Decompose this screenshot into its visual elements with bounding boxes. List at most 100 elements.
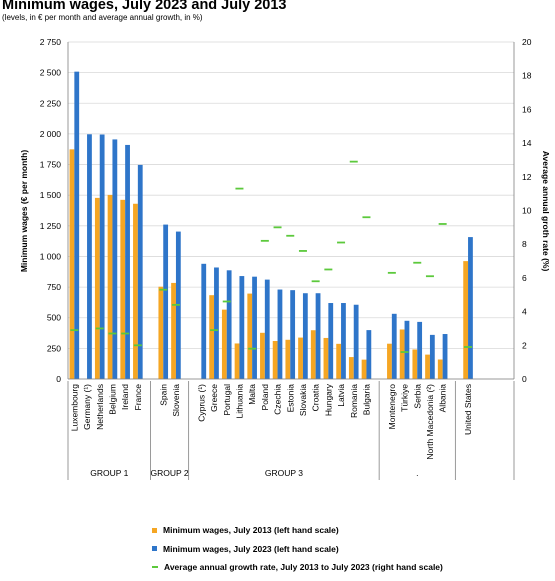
bar-2023-czechia — [277, 289, 283, 379]
bar-2013-hungary — [323, 337, 329, 379]
y2-tick-label-10: 20 — [522, 37, 532, 47]
chart-subtitle: (levels, in € per month and average annu… — [2, 13, 203, 22]
bar-2013-serbia — [412, 349, 418, 379]
x-tick-label-estonia: Estonia — [285, 384, 295, 413]
bar-2013-netherlands — [94, 197, 100, 379]
x-tick-label-t-rkiye: Türkiye — [400, 384, 410, 412]
bar-2013-bulgaria — [361, 359, 367, 379]
chart-title: Minimum wages, July 2023 and July 2013 — [2, 0, 287, 13]
right-axis-ticks: 0 2 4 6 8 10 12 14 16 18 20 — [522, 37, 532, 384]
bar-2013-t-rkiye — [399, 329, 405, 379]
bar-2023-belgium — [112, 139, 118, 379]
x-tick-label-belgium: Belgium — [107, 384, 117, 415]
bar-2023-netherlands — [99, 134, 105, 379]
bar-2023-poland — [264, 279, 270, 379]
bar-2023-luxembourg — [74, 71, 80, 379]
x-tick-label-croatia: Croatia — [311, 384, 321, 412]
bar-2023-north-macedonia — [429, 334, 435, 379]
x-tick-label-united-states: United States — [463, 384, 473, 435]
x-tick-label-france: France — [133, 384, 143, 411]
y-tick-label-9: 2 250 — [40, 98, 62, 108]
bar-2023-bulgaria — [366, 330, 372, 379]
legend-item-2023: Minimum wages, July 2023 (left hand scal… — [152, 540, 443, 559]
legend: Minimum wages, July 2013 (left hand scal… — [152, 521, 443, 577]
y2-tick-label-1: 2 — [522, 340, 527, 350]
y2-tick-label-3: 6 — [522, 273, 527, 283]
axes — [67, 42, 515, 380]
y-tick-label-0: 0 — [56, 374, 61, 384]
x-tick-label-malta: Malta — [247, 384, 257, 405]
y2-tick-label-0: 0 — [522, 374, 527, 384]
bar-2013-north-macedonia — [425, 354, 430, 379]
legend-label-2013: Minimum wages, July 2013 (left hand scal… — [163, 525, 339, 536]
x-tick-label-lithuania: Lithuania — [234, 384, 244, 419]
bar-2013-slovenia — [171, 282, 176, 379]
x-tick-label-luxembourg: Luxembourg — [69, 384, 79, 432]
group-label-2: GROUP 3 — [265, 468, 303, 478]
bar-2023-serbia — [417, 321, 423, 379]
x-tick-label-czechia: Czechia — [273, 384, 283, 415]
bar-2023-malta — [252, 276, 257, 379]
bar-2013-poland — [260, 332, 265, 379]
series-2023-bars — [74, 71, 473, 379]
x-tick-label-ireland: Ireland — [120, 384, 130, 410]
x-tick-label-latvia: Latvia — [336, 384, 346, 407]
x-tick-label-albania: Albania — [438, 384, 448, 413]
y-tick-label-2: 500 — [47, 313, 61, 323]
y2-axis-label: Average annual groth rate (%) — [541, 151, 551, 272]
y2-tick-label-7: 14 — [522, 138, 532, 148]
x-tick-label-serbia: Serbia — [412, 384, 422, 409]
bar-2023-lithuania — [239, 276, 245, 379]
bar-2023-albania — [442, 334, 448, 379]
bar-2023-germany — [87, 134, 92, 379]
bar-2013-montenegro — [387, 343, 392, 379]
bar-2013-spain — [158, 286, 164, 379]
bar-2013-portugal — [221, 309, 227, 379]
group-labels: GROUP 1 GROUP 2 GROUP 3. — [67, 381, 515, 480]
y-tick-label-5: 1 250 — [40, 221, 62, 231]
y-tick-label-10: 2 500 — [40, 68, 62, 78]
bar-2023-greece — [214, 267, 219, 379]
y-tick-label-11: 2 750 — [40, 37, 62, 47]
bar-2013-greece — [209, 295, 215, 379]
bar-2023-croatia — [315, 293, 321, 379]
y-tick-label-7: 1 750 — [40, 160, 62, 170]
bar-2013-croatia — [310, 330, 316, 379]
bar-2023-t-rkiye — [404, 320, 410, 379]
x-tick-label-romania: Romania — [349, 384, 359, 418]
x-tick-label-germany: Germany (¹) — [82, 384, 92, 430]
bar-2013-latvia — [336, 343, 342, 379]
bar-2023-cyprus — [201, 263, 207, 379]
legend-label-growth: Average annual growth rate, July 2013 to… — [164, 562, 443, 573]
x-tick-label-slovakia: Slovakia — [298, 384, 308, 416]
x-tick-label-netherlands: Netherlands — [95, 384, 105, 430]
legend-label-2023: Minimum wages, July 2023 (left hand scal… — [163, 543, 339, 554]
legend-item-2013: Minimum wages, July 2013 (left hand scal… — [152, 521, 443, 540]
x-tick-label-montenegro: Montenegro — [387, 384, 397, 430]
bar-2023-estonia — [290, 290, 296, 379]
bar-2013-estonia — [285, 339, 291, 379]
x-tick-label-portugal: Portugal — [222, 384, 232, 416]
left-axis-ticks: 0 250 500 750 1 000 1 250 1 500 1 750 2 000 2 250… — [40, 37, 62, 384]
bar-2013-czechia — [272, 341, 278, 379]
x-tick-label-poland: Poland — [260, 384, 270, 411]
bar-2023-montenegro — [391, 313, 397, 379]
bar-2023-united-states — [468, 237, 473, 379]
bar-2023-hungary — [328, 303, 334, 379]
bar-2023-slovakia — [302, 293, 308, 379]
x-tick-label-slovenia: Slovenia — [171, 384, 181, 417]
bar-2013-luxembourg — [69, 149, 75, 379]
legend-swatch-growth — [152, 566, 158, 569]
y2-tick-label-6: 12 — [522, 172, 532, 182]
bar-2023-france — [137, 164, 143, 379]
bar-2013-malta — [247, 293, 253, 379]
bar-2023-ireland — [125, 144, 130, 379]
legend-item-growth: Average annual growth rate, July 2013 to… — [152, 558, 443, 577]
bar-2023-spain — [163, 224, 169, 379]
y-tick-label-6: 1 500 — [40, 190, 62, 200]
bar-2013-romania — [348, 357, 354, 379]
y2-tick-label-2: 4 — [522, 307, 527, 317]
growth-rate-markers — [70, 160, 473, 353]
bar-2013-france — [133, 203, 138, 379]
